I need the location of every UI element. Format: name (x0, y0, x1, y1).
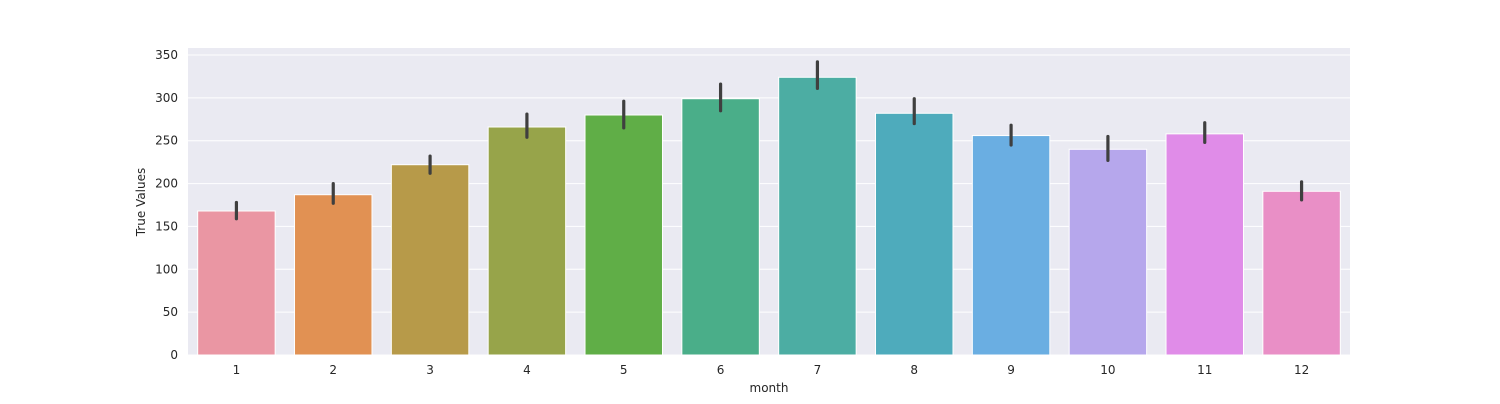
error-bars (234, 60, 1304, 221)
bar (197, 210, 276, 356)
x-tick-label: 12 (1294, 363, 1309, 377)
y-tick-label: 250 (155, 134, 178, 148)
y-tick-labels: 0 50 100 150 200 250 300 350 (155, 48, 178, 362)
bar (1165, 133, 1244, 356)
y-axis-label: True Values (134, 168, 148, 238)
bar (294, 194, 373, 356)
x-tick-label: 1 (233, 363, 241, 377)
bar (487, 126, 567, 356)
bar (1262, 190, 1341, 356)
y-tick-label: 200 (155, 177, 178, 191)
bar (875, 112, 954, 356)
x-tick-label: 11 (1197, 363, 1212, 377)
x-tick-label: 9 (1007, 363, 1015, 377)
bar (778, 76, 857, 356)
bar (681, 98, 760, 356)
x-tick-label: 7 (814, 363, 822, 377)
x-tick-label: 5 (620, 363, 628, 377)
x-tick-label: 6 (717, 363, 725, 377)
bars (197, 76, 1341, 356)
bar (971, 135, 1051, 356)
x-tick-labels: 1 2 3 4 5 6 7 8 9 10 11 12 (233, 363, 1310, 377)
x-tick-label: 10 (1100, 363, 1115, 377)
y-tick-label: 100 (155, 262, 178, 276)
x-tick-label: 4 (523, 363, 531, 377)
y-tick-label: 300 (155, 91, 178, 105)
x-tick-label: 2 (329, 363, 337, 377)
x-tick-label: 8 (910, 363, 918, 377)
y-tick-label: 0 (170, 348, 178, 362)
x-tick-label: 3 (426, 363, 434, 377)
plot-area (188, 48, 1350, 355)
y-tick-label: 150 (155, 219, 178, 233)
gridlines (188, 54, 1350, 356)
bar (1068, 148, 1148, 356)
bar (584, 114, 663, 356)
bar (390, 164, 470, 356)
x-axis-label: month (750, 381, 789, 395)
y-tick-label: 50 (163, 305, 178, 319)
y-tick-label: 350 (155, 48, 178, 62)
